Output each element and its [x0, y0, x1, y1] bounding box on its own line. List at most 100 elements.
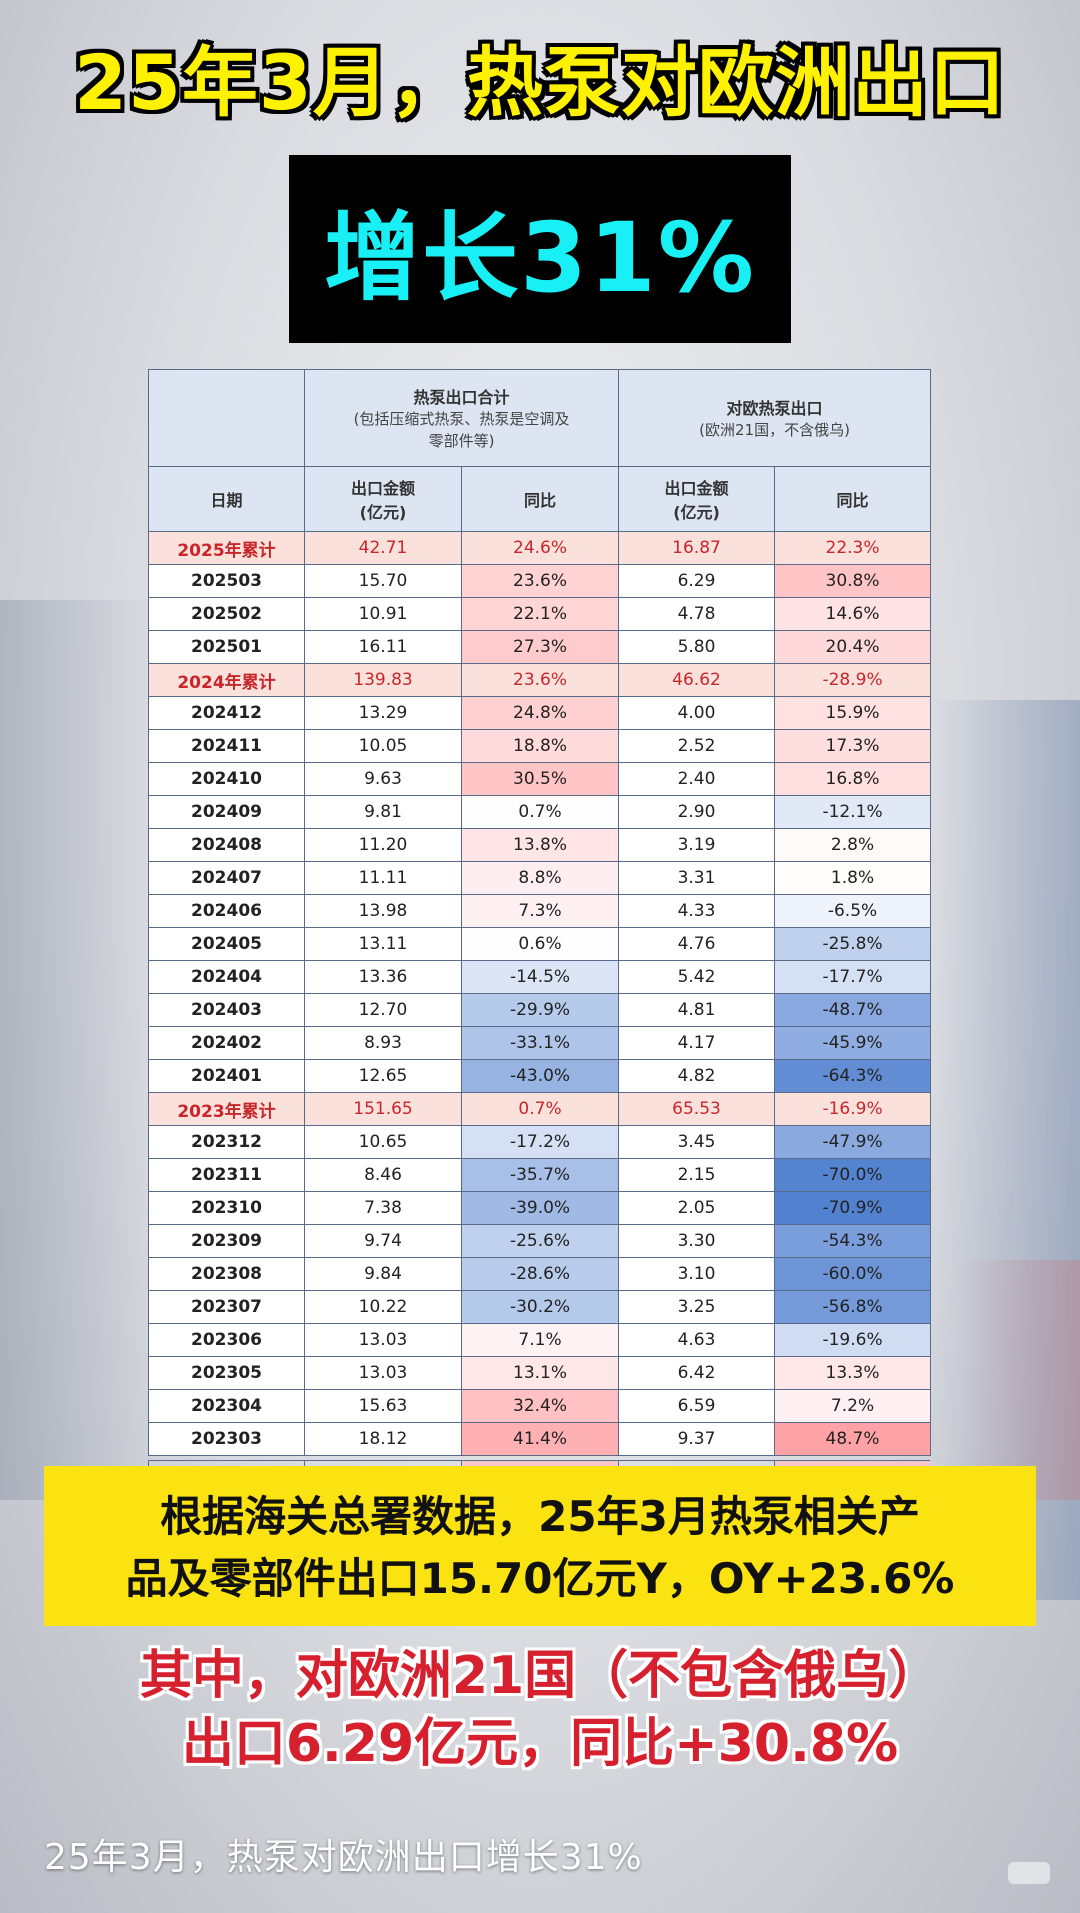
- cell-eu-yoy: 22.3%: [774, 531, 932, 565]
- cell-amount: 13.29: [304, 696, 462, 730]
- export-table: 热泵出口合计 (包括压缩式热泵、热泵是空调及 零部件等) 对欧热泵出口 (欧洲2…: [148, 369, 932, 1456]
- cell-date: 202311: [148, 1158, 305, 1192]
- cell-yoy: -28.6%: [460, 1257, 620, 1291]
- cell-eu-amount: 2.52: [618, 729, 776, 763]
- cell-eu-yoy: -48.7%: [774, 993, 932, 1027]
- cell-yoy: 41.4%: [460, 1422, 620, 1456]
- cell-eu-amount: 4.00: [618, 696, 776, 730]
- cell-amount: 11.20: [304, 828, 462, 862]
- cell-yoy: -25.6%: [460, 1224, 620, 1258]
- cell-yoy: -30.2%: [460, 1290, 620, 1324]
- cell-eu-amount: 5.80: [618, 630, 776, 664]
- table-body: 2025年累计 42.71 24.6% 16.87 22.3% 202503 15.70 23…: [148, 531, 932, 1456]
- cell-eu-amount: 2.05: [618, 1191, 776, 1225]
- header-eu-amount: 出口金额 (亿元): [618, 466, 776, 532]
- table-row: 202405 13.11 0.6% 4.76 -25.8%: [148, 927, 932, 961]
- header-yoy: 同比: [460, 466, 620, 532]
- group-total-subtitle-2: 零部件等): [428, 432, 495, 450]
- cell-amount: 13.36: [304, 960, 462, 994]
- cell-eu-amount: 5.42: [618, 960, 776, 994]
- table-row: 202412 13.29 24.8% 4.00 15.9%: [148, 696, 932, 730]
- table-row: 202311 8.46 -35.7% 2.15 -70.0%: [148, 1158, 932, 1192]
- cell-amount: 15.63: [304, 1389, 462, 1423]
- cell-date: 202307: [148, 1290, 305, 1324]
- table-row: 202403 12.70 -29.9% 4.81 -48.7%: [148, 993, 932, 1027]
- cell-date: 202502: [148, 597, 305, 631]
- cell-eu-yoy: 16.8%: [774, 762, 932, 796]
- cell-date: 202407: [148, 861, 305, 895]
- cell-date: 202306: [148, 1323, 305, 1357]
- cell-yoy: 18.8%: [460, 729, 620, 763]
- cell-eu-amount: 3.45: [618, 1125, 776, 1159]
- cell-yoy: -35.7%: [460, 1158, 620, 1192]
- cell-eu-amount: 6.42: [618, 1356, 776, 1390]
- cell-amount: 18.12: [304, 1422, 462, 1456]
- table-row: 202310 7.38 -39.0% 2.05 -70.9%: [148, 1191, 932, 1225]
- cell-yoy: -29.9%: [460, 993, 620, 1027]
- cell-amount: 7.38: [304, 1191, 462, 1225]
- cell-yoy: 13.1%: [460, 1356, 620, 1390]
- group-total-title: 热泵出口合计: [413, 388, 510, 407]
- table-row: 202402 8.93 -33.1% 4.17 -45.9%: [148, 1026, 932, 1060]
- cell-eu-yoy: 30.8%: [774, 564, 932, 598]
- cell-eu-yoy: -17.7%: [774, 960, 932, 994]
- cell-eu-amount: 3.31: [618, 861, 776, 895]
- cell-eu-yoy: 15.9%: [774, 696, 932, 730]
- cell-eu-amount: 65.53: [618, 1092, 776, 1126]
- cell-amount: 11.11: [304, 861, 462, 895]
- cell-amount: 12.70: [304, 993, 462, 1027]
- cell-eu-amount: 4.78: [618, 597, 776, 631]
- cell-eu-amount: 3.19: [618, 828, 776, 862]
- header-eu-yoy: 同比: [774, 466, 932, 532]
- cell-eu-amount: 4.63: [618, 1323, 776, 1357]
- cell-amount: 13.03: [304, 1356, 462, 1390]
- table-row: 202308 9.84 -28.6% 3.10 -60.0%: [148, 1257, 932, 1291]
- cell-yoy: 0.7%: [460, 795, 620, 829]
- table-row: 202306 13.03 7.1% 4.63 -19.6%: [148, 1323, 932, 1357]
- group-europe-subtitle: (欧洲21国，不含俄乌): [699, 421, 850, 439]
- summary-line-1: 根据海关总署数据，25年3月热泵相关产: [160, 1492, 920, 1541]
- cell-eu-yoy: 1.8%: [774, 861, 932, 895]
- table-row: 202411 10.05 18.8% 2.52 17.3%: [148, 729, 932, 763]
- cell-eu-yoy: -16.9%: [774, 1092, 932, 1126]
- header-date: 日期: [148, 466, 305, 532]
- cell-eu-yoy: -70.0%: [774, 1158, 932, 1192]
- cell-amount: 10.65: [304, 1125, 462, 1159]
- cell-date: 202406: [148, 894, 305, 928]
- cell-amount: 9.84: [304, 1257, 462, 1291]
- cell-yoy: -39.0%: [460, 1191, 620, 1225]
- cell-eu-amount: 9.37: [618, 1422, 776, 1456]
- cell-date: 202401: [148, 1059, 305, 1093]
- cell-eu-yoy: -45.9%: [774, 1026, 932, 1060]
- cell-date: 202312: [148, 1125, 305, 1159]
- cell-eu-amount: 2.15: [618, 1158, 776, 1192]
- cell-eu-yoy: 14.6%: [774, 597, 932, 631]
- cell-eu-yoy: -60.0%: [774, 1257, 932, 1291]
- cell-date: 202402: [148, 1026, 305, 1060]
- cell-yoy: 32.4%: [460, 1389, 620, 1423]
- europe-highlight-line-1: 其中，对欧洲21国（不包含俄乌）: [139, 1646, 941, 1706]
- cell-yoy: 13.8%: [460, 828, 620, 862]
- table-row: 202409 9.81 0.7% 2.90 -12.1%: [148, 795, 932, 829]
- table-row: 202410 9.63 30.5% 2.40 16.8%: [148, 762, 932, 796]
- cell-amount: 10.05: [304, 729, 462, 763]
- header-group-europe: 对欧热泵出口 (欧洲21国，不含俄乌): [618, 369, 932, 467]
- cell-date: 202503: [148, 564, 305, 598]
- cell-eu-yoy: -64.3%: [774, 1059, 932, 1093]
- cell-amount: 13.11: [304, 927, 462, 961]
- cell-yoy: -33.1%: [460, 1026, 620, 1060]
- cell-date: 2024年累计: [148, 663, 305, 697]
- cell-eu-amount: 4.82: [618, 1059, 776, 1093]
- cell-yoy: 24.8%: [460, 696, 620, 730]
- table-row: 202312 10.65 -17.2% 3.45 -47.9%: [148, 1125, 932, 1159]
- cell-date: 202305: [148, 1356, 305, 1390]
- table-row: 202307 10.22 -30.2% 3.25 -56.8%: [148, 1290, 932, 1324]
- table-row: 2024年累计 139.83 23.6% 46.62 -28.9%: [148, 663, 932, 697]
- cell-yoy: 0.6%: [460, 927, 620, 961]
- table-row: 202408 11.20 13.8% 3.19 2.8%: [148, 828, 932, 862]
- cell-yoy: -14.5%: [460, 960, 620, 994]
- cell-amount: 13.98: [304, 894, 462, 928]
- post-caption: 25年3月，热泵对欧洲出口增长31%: [44, 1837, 643, 1878]
- cell-amount: 8.46: [304, 1158, 462, 1192]
- europe-highlight-line-2: 出口6.29亿元，同比+30.8%: [181, 1714, 899, 1774]
